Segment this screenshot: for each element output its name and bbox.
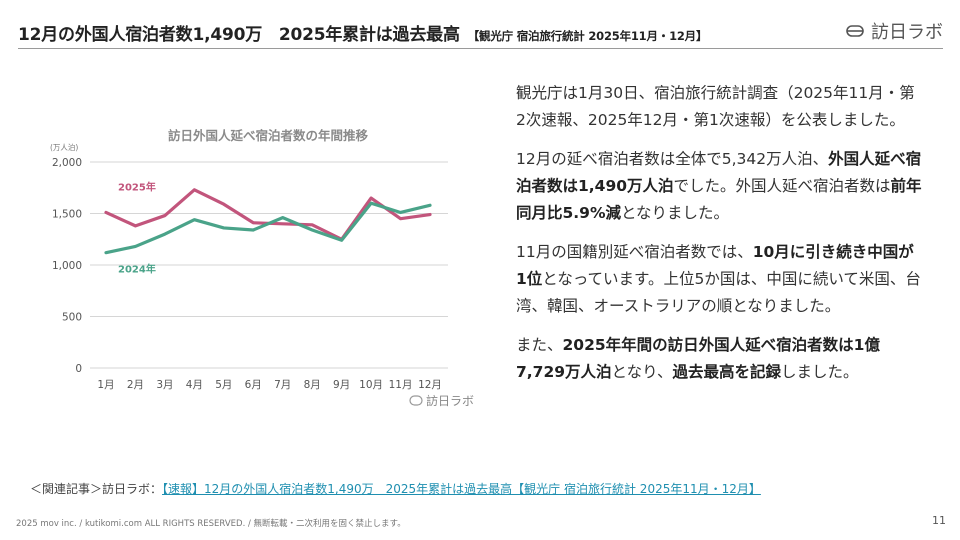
p4-text-e: しました。 (780, 363, 859, 381)
p2-text-a: 12月の延べ宿泊者数は全体で5,342万人泊、 (516, 150, 829, 168)
p4-bold-d: 過去最高を記録 (672, 363, 781, 381)
x-tick-label: 7月 (274, 379, 291, 391)
title-text: 12月の外国人宿泊者数1,490万 2025年累計は過去最高 (18, 25, 460, 45)
series-label: 2025年 (118, 180, 156, 193)
x-tick-label: 11月 (389, 379, 413, 391)
logo-mark-icon (846, 25, 864, 37)
header-divider (18, 48, 943, 49)
header: 12月の外国人宿泊者数1,490万 2025年累計は過去最高 【観光庁 宿泊旅行統… (18, 14, 943, 54)
paragraph-4: また、2025年年間の訪日外国人延べ宿泊者数は1億7,729万人泊となり、過去最… (516, 332, 924, 386)
y-tick-label: 1,500 (52, 209, 82, 221)
p2-text-e: となりました。 (621, 204, 730, 222)
p4-text-a: また、 (516, 336, 563, 354)
series-line (104, 201, 432, 255)
x-tick-label: 9月 (333, 379, 350, 391)
article-body: 観光庁は1月30日、宿泊旅行統計調査（2025年11月・第2次速報、2025年1… (516, 80, 924, 398)
chart-watermark: 訪日ラボ (426, 393, 474, 408)
x-tick-label: 10月 (359, 379, 383, 391)
x-tick-label: 8月 (304, 379, 321, 391)
chart-unit-label: (万人泊) (50, 142, 78, 152)
p4-text-c: となり、 (611, 363, 673, 381)
p2-text-c: でした。外国人延べ宿泊者数は (673, 177, 891, 195)
page-number: 11 (932, 514, 946, 527)
title-source: 【観光庁 宿泊旅行統計 2025年11月・12月】 (467, 29, 708, 43)
x-tick-label: 12月 (418, 379, 442, 391)
related-prefix: ＜関連記事＞訪日ラボ： (30, 482, 163, 496)
p2-bold-b: 外国人延べ宿泊者数は1,490万人泊 (516, 150, 922, 195)
series-label: 2024年 (118, 263, 156, 276)
logo-text: 訪日ラボ (871, 22, 943, 43)
paragraph-3: 11月の国籍別延べ宿泊者数では、10月に引き続き中国が1位となっています。上位5… (516, 239, 924, 320)
y-tick-label: 1,000 (52, 260, 82, 272)
x-tick-label: 1月 (97, 379, 114, 391)
p4-bold-b: 2025年年間の訪日外国人延べ宿泊者数は1億7,729万人泊 (516, 336, 880, 381)
x-tick-label: 3月 (156, 379, 173, 391)
p3-text-c: となっています。上位5か国は、中国に続いて米国、台湾、韓国、オーストラリアの順と… (516, 270, 921, 315)
p3-text-a: 11月の国籍別延べ宿泊者数では、 (516, 243, 753, 261)
p1-text: 観光庁は1月30日、宿泊旅行統計調査（2025年11月・第2次速報、2025年1… (516, 84, 915, 129)
y-tick-label: 500 (62, 312, 82, 324)
x-tick-label: 6月 (245, 379, 262, 391)
page-title: 12月の外国人宿泊者数1,490万 2025年累計は過去最高 【観光庁 宿泊旅行統… (18, 20, 707, 45)
related-article: ＜関連記事＞訪日ラボ：【速報】12月の外国人宿泊者数1,490万 2025年累計… (30, 480, 761, 497)
chart-title: 訪日外国人延べ宿泊者数の年間推移 (168, 128, 369, 143)
watermark-logo-icon (409, 395, 423, 406)
y-tick-label: 0 (75, 363, 82, 375)
chart-container: 訪日外国人延べ宿泊者数の年間推移 (万人泊) 0 500 1,000 1,500 2,000… (48, 118, 488, 418)
x-tick-label: 2月 (127, 379, 144, 391)
paragraph-1: 観光庁は1月30日、宿泊旅行統計調査（2025年11月・第2次速報、2025年1… (516, 80, 924, 134)
brand-logo: 訪日ラボ (845, 18, 943, 44)
y-tick-label: 2,000 (52, 157, 82, 169)
footer-copyright: 2025 mov inc. / kutikomi.com ALL RIGHTS … (16, 519, 406, 529)
related-article-link[interactable]: 【速報】12月の外国人宿泊者数1,490万 2025年累計は過去最高【観光庁 宿… (162, 482, 761, 496)
p2-bold-d: 前年同月比5.9%減 (516, 177, 922, 222)
paragraph-2: 12月の延べ宿泊者数は全体で5,342万人泊、外国人延べ宿泊者数は1,490万人… (516, 146, 924, 227)
x-tick-label: 4月 (186, 379, 203, 391)
x-tick-label: 5月 (215, 379, 232, 391)
series-line (104, 188, 432, 241)
p3-bold-b: 10月に引き続き中国が1位 (516, 243, 914, 288)
line-chart: 訪日外国人延べ宿泊者数の年間推移 (万人泊) 0 500 1,000 1,500 2,000… (50, 128, 474, 408)
